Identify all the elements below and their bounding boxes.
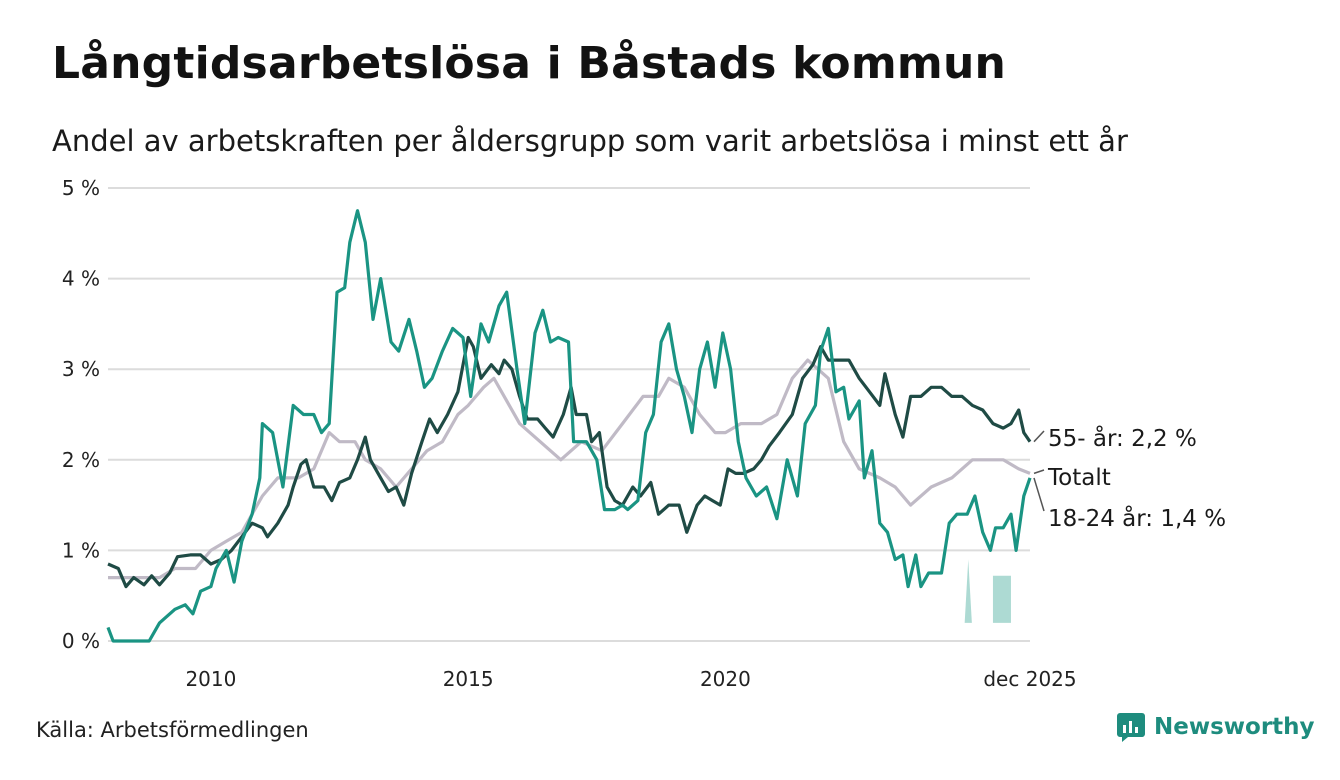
y-axis-tick-labels: 0 % 1 % 2 % 3 % 4 % 5 %	[62, 176, 100, 653]
y-tick-label: 2 %	[62, 448, 100, 472]
x-tick-label: dec 2025	[983, 667, 1076, 691]
y-tick-label: 0 %	[62, 629, 100, 653]
series-line-55-r	[107, 335, 1032, 589]
x-tick-label: 2015	[443, 667, 494, 691]
newsworthy-chart-icon	[1117, 713, 1145, 742]
label-leader-line	[1033, 430, 1045, 443]
x-axis-tick-labels: 2010 2015 2020 dec 2025	[185, 667, 1076, 691]
page-subtitle: Andel av arbetskraften per åldersgrupp s…	[52, 124, 1128, 158]
series-end-label: 18-24 år: 1,4 %	[1048, 504, 1226, 532]
uncertainty-band	[964, 559, 972, 623]
grid-lines	[108, 187, 1030, 642]
label-leader-line	[1033, 477, 1045, 512]
series-end-label: 55- år: 2,2 %	[1048, 424, 1197, 452]
y-tick-label: 5 %	[62, 176, 100, 200]
brand-logo: Newsworthy	[1116, 712, 1315, 742]
source-note: Källa: Arbetsförmedlingen	[36, 718, 309, 742]
y-tick-label: 1 %	[62, 538, 100, 562]
uncertainty-band	[992, 575, 1011, 623]
x-tick-label: 2020	[700, 667, 751, 691]
end-labels: Totalt 55- år: 2,2 % 18-24 år: 1,4 %	[1033, 424, 1226, 532]
page-title: Långtidsarbetslösa i Båstads kommun	[52, 38, 1007, 89]
series-end-label: Totalt	[1047, 465, 1111, 491]
series-line-18-24-r	[106, 209, 1032, 643]
x-tick-label: 2010	[185, 667, 236, 691]
label-leader-line	[1033, 469, 1045, 475]
brand-name: Newsworthy	[1154, 714, 1315, 740]
y-tick-label: 3 %	[62, 357, 100, 381]
series-lines	[106, 209, 1032, 643]
y-tick-label: 4 %	[62, 267, 100, 291]
line-chart: 0 %1 %2 %3 %4 %5 % 2010 2015 2020 dec 2025 …	[62, 176, 1226, 691]
